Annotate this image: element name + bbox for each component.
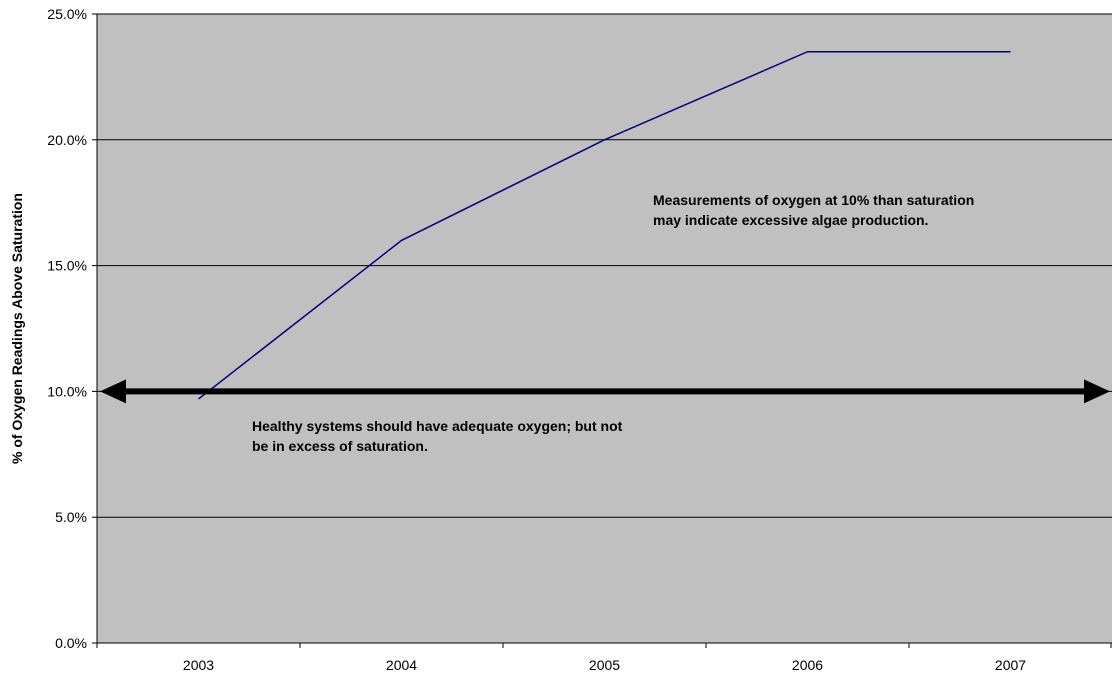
- x-tick-label: 2007: [995, 657, 1026, 673]
- y-tick-label: 10.0%: [47, 383, 87, 399]
- y-axis-title: % of Oxygen Readings Above Saturation: [9, 193, 25, 464]
- x-tick-label: 2003: [183, 657, 214, 673]
- plot-area: [97, 14, 1112, 643]
- arrowhead-right: [1084, 379, 1110, 404]
- series-group: [198, 50, 1011, 400]
- y-tick-label: 20.0%: [47, 132, 87, 148]
- x-tick-label: 2005: [589, 657, 620, 673]
- y-tick-label: 5.0%: [55, 509, 87, 525]
- arrowhead-left: [100, 379, 126, 404]
- y-tick-label: 25.0%: [47, 6, 87, 22]
- y-tick-label: 15.0%: [47, 258, 87, 274]
- series-line: [198, 50, 1011, 400]
- annotation-healthy: Healthy systems should have adequate oxy…: [252, 418, 623, 454]
- y-tick-label: 0.0%: [55, 635, 87, 651]
- x-tick-label: 2006: [792, 657, 823, 673]
- y-axis: 0.0% 5.0% 10.0% 15.0% 20.0% 25.0%: [47, 6, 98, 651]
- x-axis: 2003 2004 2005 2006 2007: [96, 642, 1112, 673]
- reference-arrow-group: [100, 379, 1110, 404]
- annotation-algae: Measurements of oxygen at 10% than satur…: [653, 192, 975, 228]
- x-tick-label: 2004: [386, 657, 417, 673]
